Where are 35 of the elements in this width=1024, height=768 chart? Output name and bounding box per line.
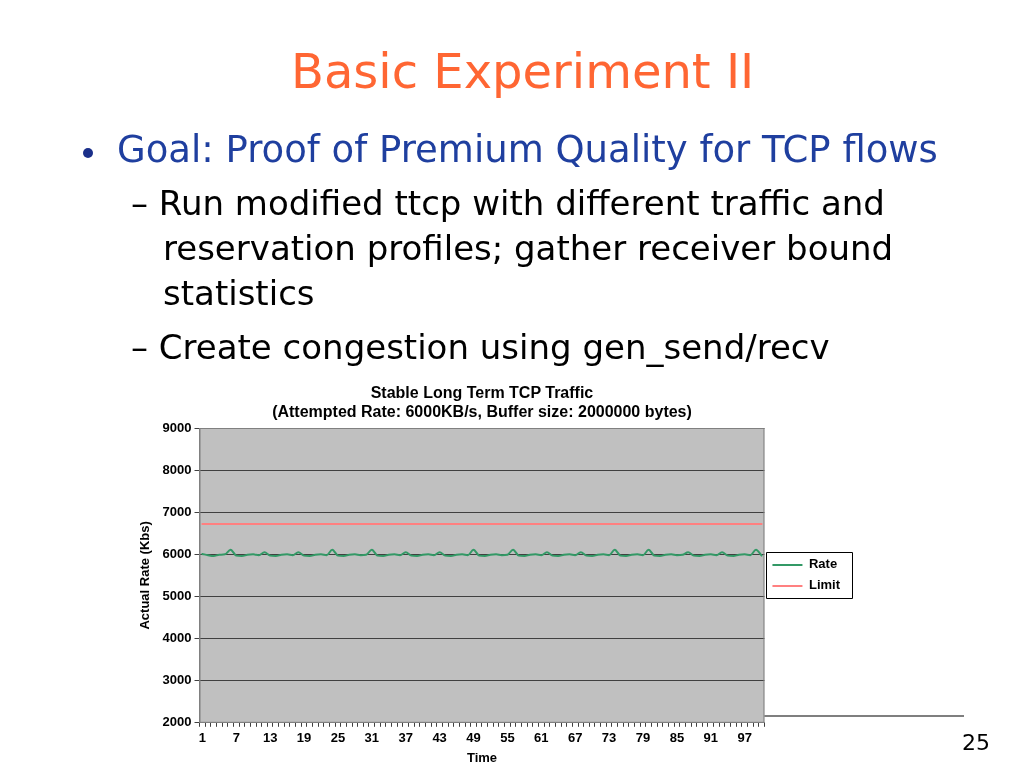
y-tick-label: 3000 <box>162 672 192 688</box>
x-tick-label: 13 <box>262 730 278 746</box>
x-tick-label: 61 <box>534 730 549 746</box>
chart-title: Stable Long Term TCP Traffic <box>370 384 594 402</box>
y-tick-label: 8000 <box>162 461 192 477</box>
text: Basic Experiment II <box>291 43 755 99</box>
legend-label: Limit <box>808 577 841 593</box>
x-tick-label: 49 <box>466 730 481 746</box>
y-tick-label: 5000 <box>162 588 192 604</box>
x-tick-label: 67 <box>567 730 583 746</box>
x-axis-title: Time <box>466 749 498 765</box>
x-tick-label: 91 <box>703 730 719 746</box>
text: – Create congestion using gen_send/recv <box>131 326 831 369</box>
y-tick-label: 7000 <box>162 503 192 519</box>
x-tick-label: 1 <box>198 730 206 746</box>
chart-subtitle: (Attempted Rate: 6000KB/s, Buffer size: 2000000 bytes) <box>272 403 692 421</box>
x-tick-label: 55 <box>500 730 515 746</box>
text: – Run modified ttcp with different traffic and reservation profiles; gather receiver bound statistics <box>131 182 895 315</box>
x-tick-label: 25 <box>330 730 346 746</box>
y-tick-label: 4000 <box>162 630 192 646</box>
y-tick-label: 2000 <box>162 714 192 730</box>
y-axis-title: Actual Rate (Kbs) <box>137 521 153 630</box>
x-tick-label: 79 <box>635 730 651 746</box>
x-tick-label: 97 <box>737 730 752 746</box>
y-tick-label: 6000 <box>162 545 192 561</box>
x-tick-label: 73 <box>601 730 617 746</box>
y-tick-label: 9000 <box>162 419 192 435</box>
x-tick-label: 85 <box>669 730 685 746</box>
text: Goal: Proof of Premium Quality for TCP flows <box>117 127 939 172</box>
x-tick-label: 19 <box>296 730 312 746</box>
legend-label: Rate <box>808 556 838 572</box>
x-tick-label: 31 <box>364 730 380 746</box>
x-tick-label: 7 <box>232 730 240 746</box>
x-tick-label: 43 <box>432 730 447 746</box>
x-tick-label: 37 <box>398 730 413 746</box>
